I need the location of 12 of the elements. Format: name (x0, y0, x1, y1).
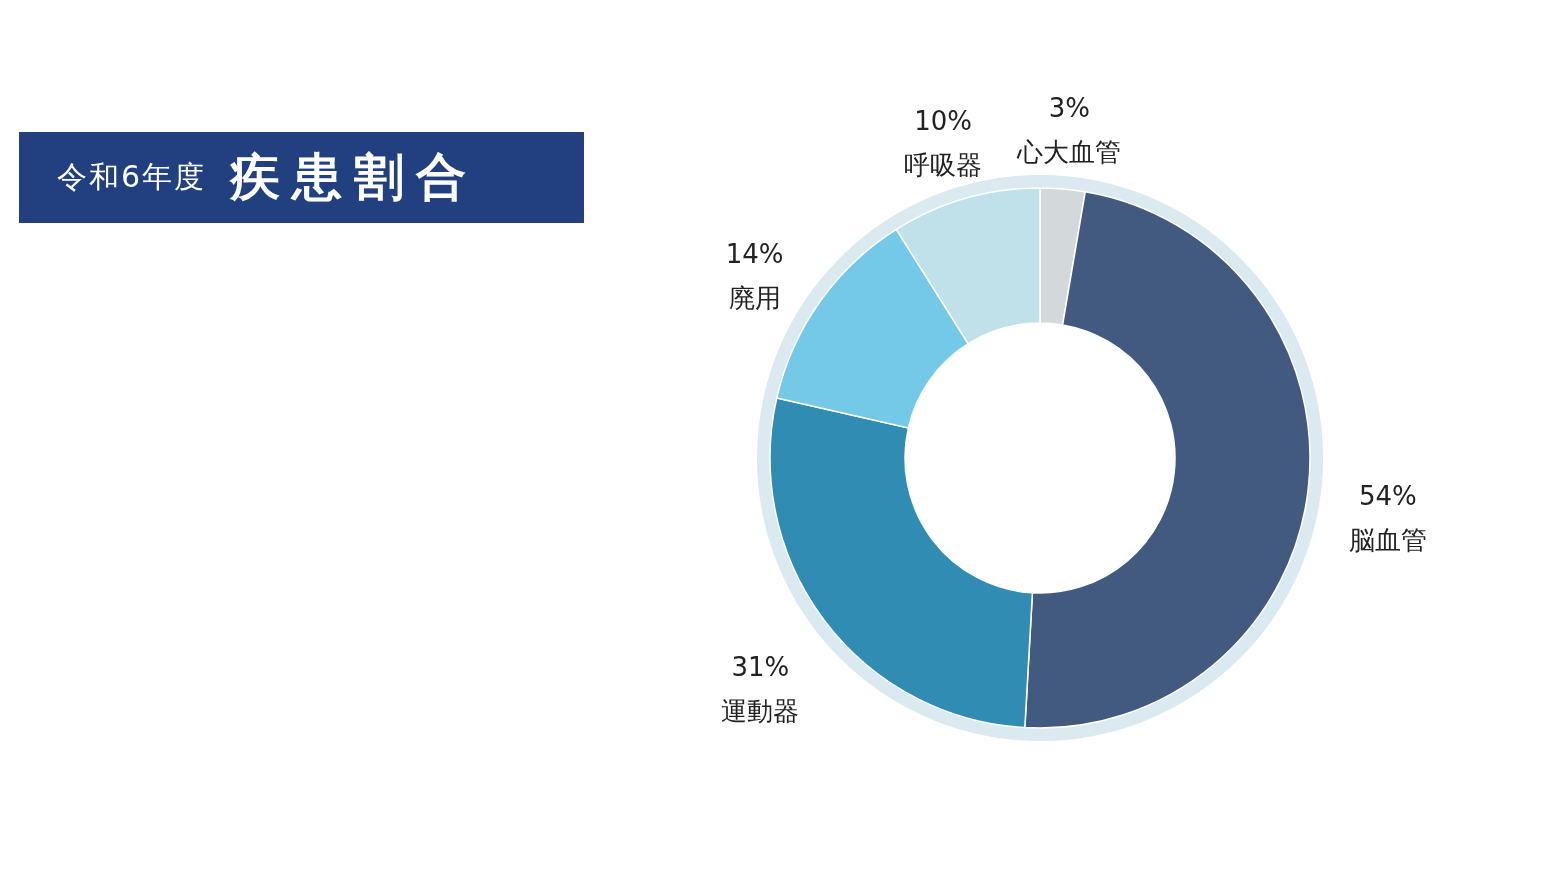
text: 令和6年度 (57, 158, 207, 196)
slice-label: 心大血管 (1016, 137, 1122, 168)
slice-label: 運動器 (721, 696, 800, 727)
data-label: 3% (1048, 93, 1091, 124)
data-label: 54% (1358, 481, 1417, 512)
data-label: 10% (914, 105, 973, 136)
slice-label: 呼吸器 (904, 149, 983, 180)
data-label: 14% (725, 239, 784, 270)
data-label: 31% (731, 652, 790, 683)
slice-label: 脳血管 (1348, 525, 1427, 556)
slice-label: 廃用 (728, 283, 781, 314)
text: 疾患割合 (230, 147, 479, 208)
